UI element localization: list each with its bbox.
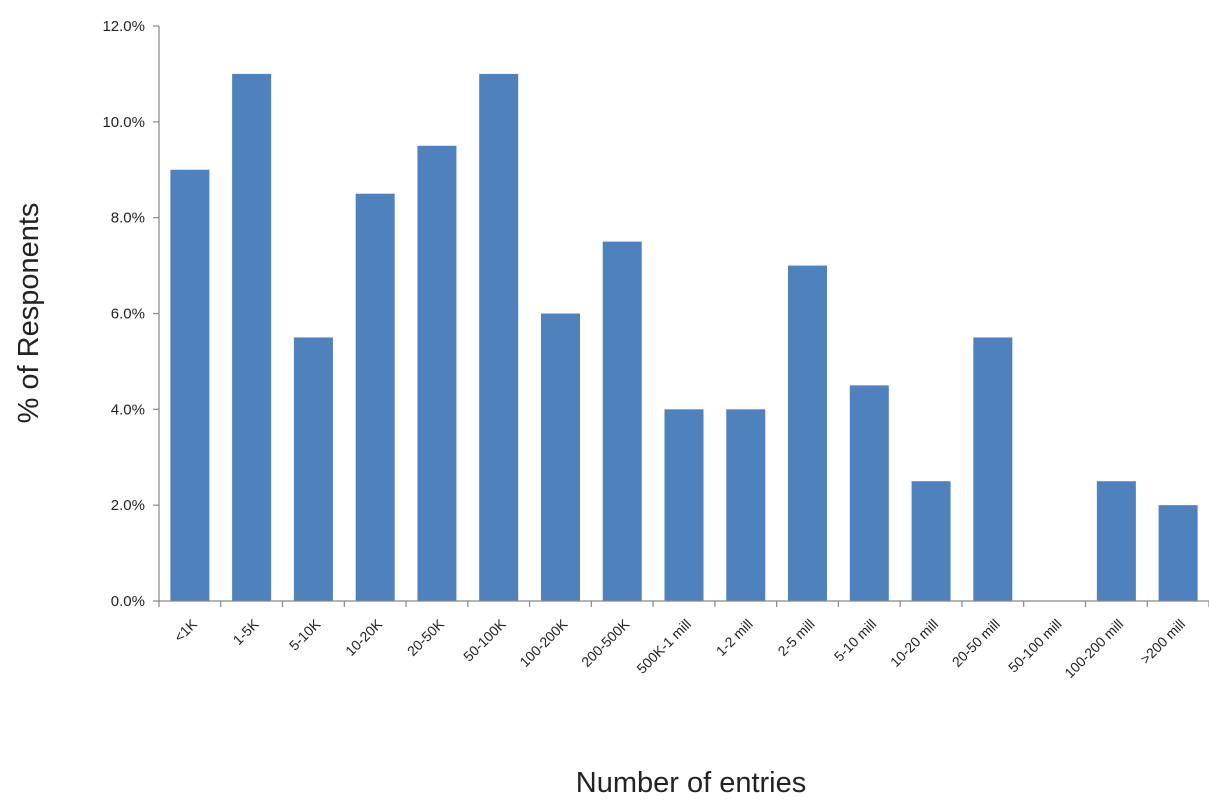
bar <box>664 409 704 601</box>
bar <box>788 265 828 601</box>
bar <box>973 337 1013 601</box>
x-tick-label: 1-5K <box>230 615 263 648</box>
x-tick-labels: <1K 1-5K 5-10K 10-20K 20-50K 50-100K 100-200K 2… <box>171 615 1188 681</box>
bar <box>911 481 951 601</box>
bars <box>170 73 1198 602</box>
bar <box>293 337 333 601</box>
x-tick-label: 10-20 mill <box>887 616 941 670</box>
bar <box>1096 481 1136 601</box>
y-axis-title: % of Responents <box>13 203 45 424</box>
x-tick-label: 1-2 mill <box>713 616 756 659</box>
x-tick-label: 5-10K <box>286 615 324 653</box>
y-tick-label: 12.0% <box>102 18 145 35</box>
bar <box>170 169 210 601</box>
y-tick-label: 2.0% <box>111 497 145 514</box>
bar <box>540 313 580 601</box>
x-tick-label: 50-100K <box>460 615 509 664</box>
x-tick-label: 10-20K <box>342 615 386 659</box>
x-axis-title: Number of entries <box>576 767 807 799</box>
x-tick-label: 100-200K <box>516 615 571 670</box>
x-tick-label: 50-100 mill <box>1005 616 1065 676</box>
y-tick-label: 8.0% <box>111 210 145 227</box>
x-axis-ticks <box>158 601 1209 607</box>
bar <box>1158 505 1198 601</box>
x-tick-label: 200-500K <box>578 615 633 670</box>
y-tick-labels: 0.0% 2.0% 4.0% 6.0% 8.0% 10.0% 12.0% <box>102 18 145 610</box>
x-tick-label: >200 mill <box>1137 616 1188 667</box>
bar <box>232 73 272 601</box>
bar <box>726 409 766 601</box>
x-tick-label: 20-50K <box>404 615 448 659</box>
y-tick-label: 6.0% <box>111 306 145 323</box>
y-tick-label: 0.0% <box>111 593 145 610</box>
bar <box>417 145 457 601</box>
y-tick-label: 4.0% <box>111 401 145 418</box>
bar <box>602 241 642 601</box>
x-tick-label: 2-5 mill <box>774 616 817 659</box>
bar <box>849 385 889 601</box>
x-tick-label: 500K-1 mill <box>633 616 694 677</box>
x-tick-label: 20-50 mill <box>949 616 1003 670</box>
x-tick-label: 5-10 mill <box>831 616 880 665</box>
x-tick-label: <1K <box>171 615 201 645</box>
y-tick-label: 10.0% <box>102 114 145 131</box>
bar <box>355 193 395 602</box>
bar <box>479 73 519 601</box>
y-axis-ticks <box>153 25 159 602</box>
x-tick-label: 100-200 mill <box>1061 616 1126 681</box>
